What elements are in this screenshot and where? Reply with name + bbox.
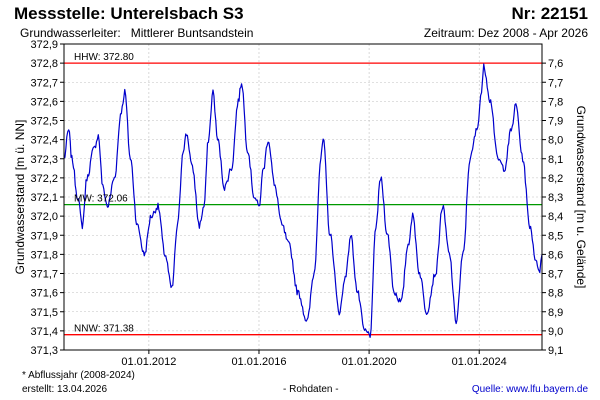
source-link[interactable]: Quelle: www.lfu.bayern.de [471, 384, 588, 395]
x-tick-label: 01.01.2012 [121, 356, 176, 368]
y2-tick-label: 7,6 [548, 58, 563, 70]
x-axis: 01.01.2012 01.01.2016 01.01.2020 01.01.2024 [121, 350, 507, 368]
y2-tick-label: 9,0 [548, 326, 563, 338]
grid-lines [64, 43, 542, 351]
created-date: erstellt: 13.04.2026 [22, 384, 108, 395]
x-tick-label: 01.01.2024 [452, 356, 507, 368]
x-tick-label: 01.01.2016 [231, 356, 286, 368]
x-tick-label: 01.01.2020 [342, 356, 397, 368]
y-axis-label: Grundwasserstand [m ü. NN] [13, 120, 27, 275]
y-tick-label: 371,6 [30, 288, 58, 300]
y-tick-label: 371,8 [30, 249, 58, 261]
y2-tick-label: 9,1 [548, 345, 563, 357]
reference-line-label: MW: 372.06 [74, 194, 128, 205]
y2-tick-label: 8,5 [548, 230, 563, 242]
data-kind-label: - Rohdaten - [283, 384, 339, 395]
y-tick-label: 372,9 [30, 39, 58, 51]
y2-axis-label: Grundwasserstand [m u. Gelände] [574, 106, 588, 289]
y-tick-label: 372,7 [30, 77, 58, 89]
y-tick-label: 371,5 [30, 307, 58, 319]
y-tick-label: 372,5 [30, 116, 58, 128]
y2-tick-label: 8,1 [548, 154, 563, 166]
y-tick-label: 371,7 [30, 269, 58, 281]
y2-tick-label: 8,0 [548, 135, 563, 147]
footnote-abflussjahr: * Abflussjahr (2008-2024) [22, 370, 135, 381]
y-axis-left: 372,9 372,8 372,7 372,6 372,5 372,4 372,3 372,2… [30, 39, 64, 357]
y2-tick-label: 7,7 [548, 77, 563, 89]
y2-tick-label: 8,7 [548, 269, 563, 281]
y2-tick-label: 7,9 [548, 116, 563, 128]
y2-tick-label: 8,4 [548, 211, 563, 223]
reference-lines [64, 62, 542, 336]
y-tick-label: 372,4 [30, 135, 58, 147]
y2-tick-label: 8,2 [548, 173, 563, 185]
y-tick-label: 371,9 [30, 230, 58, 242]
aquifer-label: Grundwasserleiter: [20, 26, 121, 40]
y-tick-label: 372,0 [30, 211, 58, 223]
y-axis-right: 7,6 7,7 7,8 7,9 8,0 8,1 8,2 8,3 8,4 8,5 8,6 8,7 8,8 8… [542, 58, 563, 357]
y-tick-label: 371,3 [30, 345, 58, 357]
station-title: Messstelle: Unterelsbach S3 [14, 4, 244, 23]
y-tick-label: 372,1 [30, 192, 58, 204]
aquifer-info: Grundwasserleiter: Mittlerer Buntsandstei… [20, 26, 253, 40]
y2-tick-label: 7,8 [548, 96, 563, 108]
y-tick-label: 372,3 [30, 154, 58, 166]
plot-background [64, 44, 542, 350]
reference-line-label: NNW: 371.38 [74, 324, 134, 335]
y-tick-label: 372,8 [30, 58, 58, 70]
series-line-groundwater [63, 63, 543, 338]
y2-tick-label: 8,9 [548, 307, 563, 319]
y-tick-label: 372,2 [30, 173, 58, 185]
reference-line-label: HHW: 372.80 [74, 52, 134, 63]
station-number: Nr: 22151 [511, 4, 588, 23]
y2-tick-label: 8,3 [548, 192, 563, 204]
y-tick-label: 372,6 [30, 96, 58, 108]
reference-labels: HHW: 372.80 MW: 372.06 NNW: 371.38 [74, 52, 134, 335]
y-tick-label: 371,4 [30, 326, 58, 338]
period-label: Zeitraum: Dez 2008 - Apr 2026 [423, 26, 588, 40]
aquifer-value: Mittlerer Buntsandstein [130, 26, 254, 40]
y2-tick-label: 8,6 [548, 249, 563, 261]
y2-tick-label: 8,8 [548, 288, 563, 300]
